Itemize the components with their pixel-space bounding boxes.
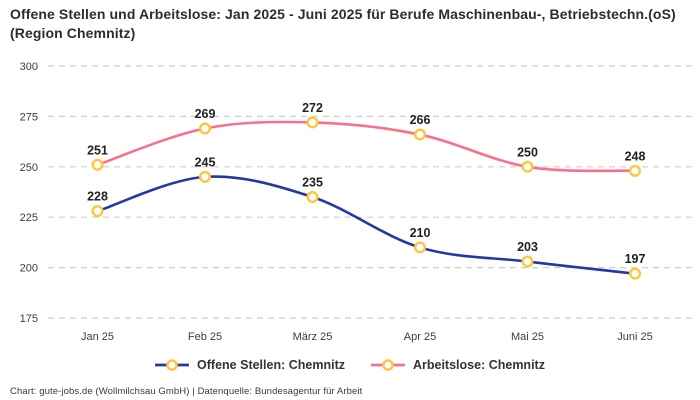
series-line-arbeitslose-chemnitz <box>96 120 637 173</box>
data-point-arbeitslose-chemnitz-jan-25[interactable] <box>91 158 104 171</box>
data-label-offene-stellen-chemnitz-apr-25: 210 <box>410 226 431 240</box>
x-tick-label-m-rz-25: März 25 <box>293 331 333 343</box>
data-label-offene-stellen-chemnitz-jan-25: 228 <box>87 190 108 204</box>
x-tick-label-mai-25: Mai 25 <box>511 331 544 343</box>
legend: Offene Stellen: Chemnitz Arbeitslose: Che… <box>0 358 700 372</box>
data-label-arbeitslose-chemnitz-apr-25: 266 <box>410 113 431 127</box>
data-label-offene-stellen-chemnitz-m-rz-25: 235 <box>302 176 323 190</box>
legend-label-arbeitslose-chemnitz: Arbeitslose: Chemnitz <box>412 358 545 372</box>
data-label-offene-stellen-chemnitz-mai-25: 203 <box>517 240 538 254</box>
data-label-arbeitslose-chemnitz-juni-25: 248 <box>625 149 646 163</box>
data-label-arbeitslose-chemnitz-feb-25: 269 <box>195 107 216 121</box>
data-point-offene-stellen-chemnitz-mai-25[interactable] <box>521 255 534 268</box>
chart-credit: Chart: gute-jobs.de (Wollmilchsau GmbH) … <box>10 386 363 397</box>
x-tick-label-juni-25: Juni 25 <box>617 331 652 343</box>
data-point-offene-stellen-chemnitz-apr-25[interactable] <box>414 241 427 254</box>
data-label-arbeitslose-chemnitz-mai-25: 250 <box>517 145 538 159</box>
x-tick-label-jan-25: Jan 25 <box>81 331 114 343</box>
data-point-offene-stellen-chemnitz-m-rz-25[interactable] <box>306 191 319 204</box>
y-tick-label-300: 300 <box>20 61 38 73</box>
data-point-arbeitslose-chemnitz-m-rz-25[interactable] <box>306 116 319 129</box>
data-point-offene-stellen-chemnitz-feb-25[interactable] <box>198 170 211 183</box>
legend-marker-icon-arbeitslose-chemnitz <box>370 359 405 371</box>
data-point-arbeitslose-chemnitz-feb-25[interactable] <box>198 122 211 135</box>
legend-marker-icon-offene-stellen-chemnitz <box>155 359 190 371</box>
data-point-arbeitslose-chemnitz-mai-25[interactable] <box>521 160 534 173</box>
chart-title: Offene Stellen und Arbeitslose: Jan 2025… <box>10 6 676 42</box>
data-point-arbeitslose-chemnitz-apr-25[interactable] <box>414 128 427 141</box>
x-tick-label-feb-25: Feb 25 <box>188 331 222 343</box>
data-point-offene-stellen-chemnitz-jan-25[interactable] <box>91 205 104 218</box>
legend-item-arbeitslose-chemnitz[interactable]: Arbeitslose: Chemnitz <box>370 358 545 372</box>
data-label-offene-stellen-chemnitz-feb-25: 245 <box>195 155 216 169</box>
y-tick-label-200: 200 <box>20 263 38 275</box>
data-point-offene-stellen-chemnitz-juni-25[interactable] <box>629 267 642 280</box>
y-tick-label-250: 250 <box>20 162 38 174</box>
y-tick-label-175: 175 <box>20 313 38 325</box>
data-label-arbeitslose-chemnitz-jan-25: 251 <box>87 143 108 157</box>
x-tick-label-apr-25: Apr 25 <box>404 331 436 343</box>
y-tick-label-225: 225 <box>20 212 38 224</box>
data-label-offene-stellen-chemnitz-juni-25: 197 <box>625 252 646 266</box>
data-point-arbeitslose-chemnitz-juni-25[interactable] <box>629 164 642 177</box>
legend-label-offene-stellen-chemnitz: Offene Stellen: Chemnitz <box>197 358 345 372</box>
data-label-arbeitslose-chemnitz-m-rz-25: 272 <box>302 101 323 115</box>
line-chart-plot-area: 300 275 250 225 200 175 Jan 25 Feb 25 März 25 Apr… <box>20 61 692 343</box>
series-line-offene-stellen-chemnitz <box>96 175 637 275</box>
legend-item-offene-stellen-chemnitz[interactable]: Offene Stellen: Chemnitz <box>155 358 345 372</box>
y-tick-label-275: 275 <box>20 111 38 123</box>
